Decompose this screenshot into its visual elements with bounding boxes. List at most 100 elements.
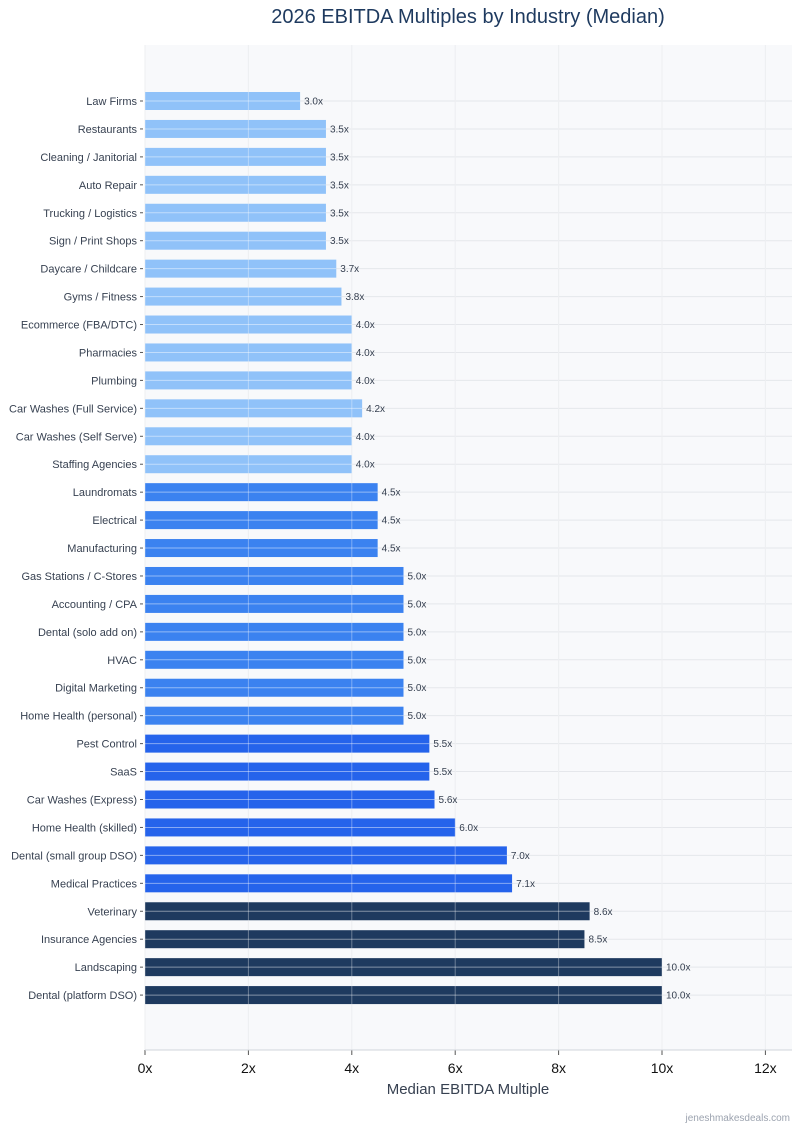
data-label: 3.0x (304, 97, 323, 108)
bar (145, 846, 507, 865)
y-tick-label: Home Health (personal) (20, 711, 137, 723)
data-label: 5.5x (433, 739, 452, 750)
data-label: 4.0x (356, 460, 375, 471)
bar (145, 594, 404, 613)
bar (145, 175, 326, 194)
y-tick-label: Dental (platform DSO) (28, 990, 137, 1002)
data-label: 4.5x (382, 516, 401, 527)
bar (145, 734, 430, 753)
x-tick-label: 10x (651, 1060, 674, 1076)
data-label: 10.0x (666, 991, 690, 1002)
y-tick-label: SaaS (110, 767, 137, 779)
data-label: 5.0x (408, 571, 427, 582)
bar (145, 622, 404, 641)
bar (145, 678, 404, 697)
chart-title: 2026 EBITDA Multiples by Industry (Media… (271, 6, 665, 28)
y-tick-label: HVAC (107, 655, 137, 667)
y-tick-label: Medical Practices (51, 878, 138, 890)
data-label: 5.0x (408, 655, 427, 666)
bar (145, 874, 513, 893)
data-label: 5.0x (408, 599, 427, 610)
y-tick-label: Pest Control (76, 739, 137, 751)
data-label: 7.0x (511, 851, 530, 862)
data-label: 4.0x (356, 432, 375, 443)
y-tick-label: Dental (small group DSO) (11, 850, 137, 862)
data-label: 4.5x (382, 488, 401, 499)
bar (145, 650, 404, 669)
x-axis-label: Median EBITDA Multiple (387, 1081, 550, 1098)
bar (145, 986, 662, 1005)
bar (145, 930, 585, 949)
x-tick-label: 8x (551, 1060, 566, 1076)
data-label: 3.5x (330, 208, 349, 219)
y-tick-label: Sign / Print Shops (49, 236, 138, 248)
y-tick-label: Gyms / Fitness (64, 292, 138, 304)
y-tick-label: Digital Marketing (55, 683, 137, 695)
bar (145, 231, 326, 250)
y-tick-label: Staffing Agencies (52, 459, 137, 471)
bar (145, 539, 378, 558)
y-tick-label: Restaurants (78, 124, 138, 136)
data-label: 7.1x (516, 879, 535, 890)
bar (145, 259, 337, 278)
y-tick-label: Daycare / Childcare (40, 264, 137, 276)
data-label: 4.5x (382, 544, 401, 555)
y-tick-label: Ecommerce (FBA/DTC) (21, 320, 137, 332)
data-label: 8.5x (588, 935, 607, 946)
bar (145, 399, 363, 418)
data-label: 3.5x (330, 236, 349, 247)
y-tick-label: Laundromats (73, 487, 138, 499)
bar (145, 706, 404, 725)
y-tick-label: Veterinary (87, 906, 137, 918)
bar (145, 119, 326, 138)
y-tick-label: Manufacturing (67, 543, 137, 555)
data-label: 3.5x (330, 180, 349, 191)
data-label: 5.5x (433, 767, 452, 778)
data-label: 3.8x (345, 292, 364, 303)
y-tick-label: Electrical (92, 515, 137, 527)
x-tick-label: 2x (241, 1060, 256, 1076)
x-tick-label: 6x (448, 1060, 463, 1076)
data-label: 5.0x (408, 711, 427, 722)
bar (145, 790, 435, 809)
bar (145, 455, 352, 474)
y-tick-label: Pharmacies (79, 347, 138, 359)
bar (145, 147, 326, 166)
bar (145, 343, 352, 362)
y-tick-label: Home Health (skilled) (32, 822, 137, 834)
data-label: 6.0x (459, 823, 478, 834)
bar (145, 762, 430, 781)
y-tick-label: Plumbing (91, 375, 137, 387)
x-tick-label: 4x (344, 1060, 359, 1076)
data-label: 5.0x (408, 627, 427, 638)
bar (145, 371, 352, 390)
data-label: 3.7x (340, 264, 359, 275)
y-tick-label: Car Washes (Full Service) (9, 403, 137, 415)
data-label: 4.0x (356, 348, 375, 359)
bar (145, 483, 378, 502)
bar (145, 315, 352, 334)
bar (145, 92, 301, 110)
data-label: 8.6x (594, 907, 613, 918)
y-tick-label: Dental (solo add on) (38, 627, 137, 639)
bar (145, 287, 342, 306)
y-tick-label: Trucking / Logistics (43, 208, 137, 220)
y-tick-label: Auto Repair (79, 180, 137, 192)
y-tick-label: Insurance Agencies (41, 934, 138, 946)
bar (145, 566, 404, 585)
y-tick-label: Car Washes (Self Serve) (16, 431, 137, 443)
bar (145, 958, 662, 977)
x-tick-label: 0x (138, 1060, 153, 1076)
data-label: 3.5x (330, 124, 349, 135)
bar (145, 818, 456, 837)
bar (145, 511, 378, 530)
watermark: jeneshmakesdeals.com (685, 1113, 791, 1124)
x-tick-label: 12x (754, 1060, 777, 1076)
data-label: 5.0x (408, 683, 427, 694)
y-tick-label: Car Washes (Express) (27, 795, 137, 807)
y-tick-label: Law Firms (86, 96, 137, 108)
bar (145, 902, 590, 921)
y-tick-label: Accounting / CPA (52, 599, 138, 611)
